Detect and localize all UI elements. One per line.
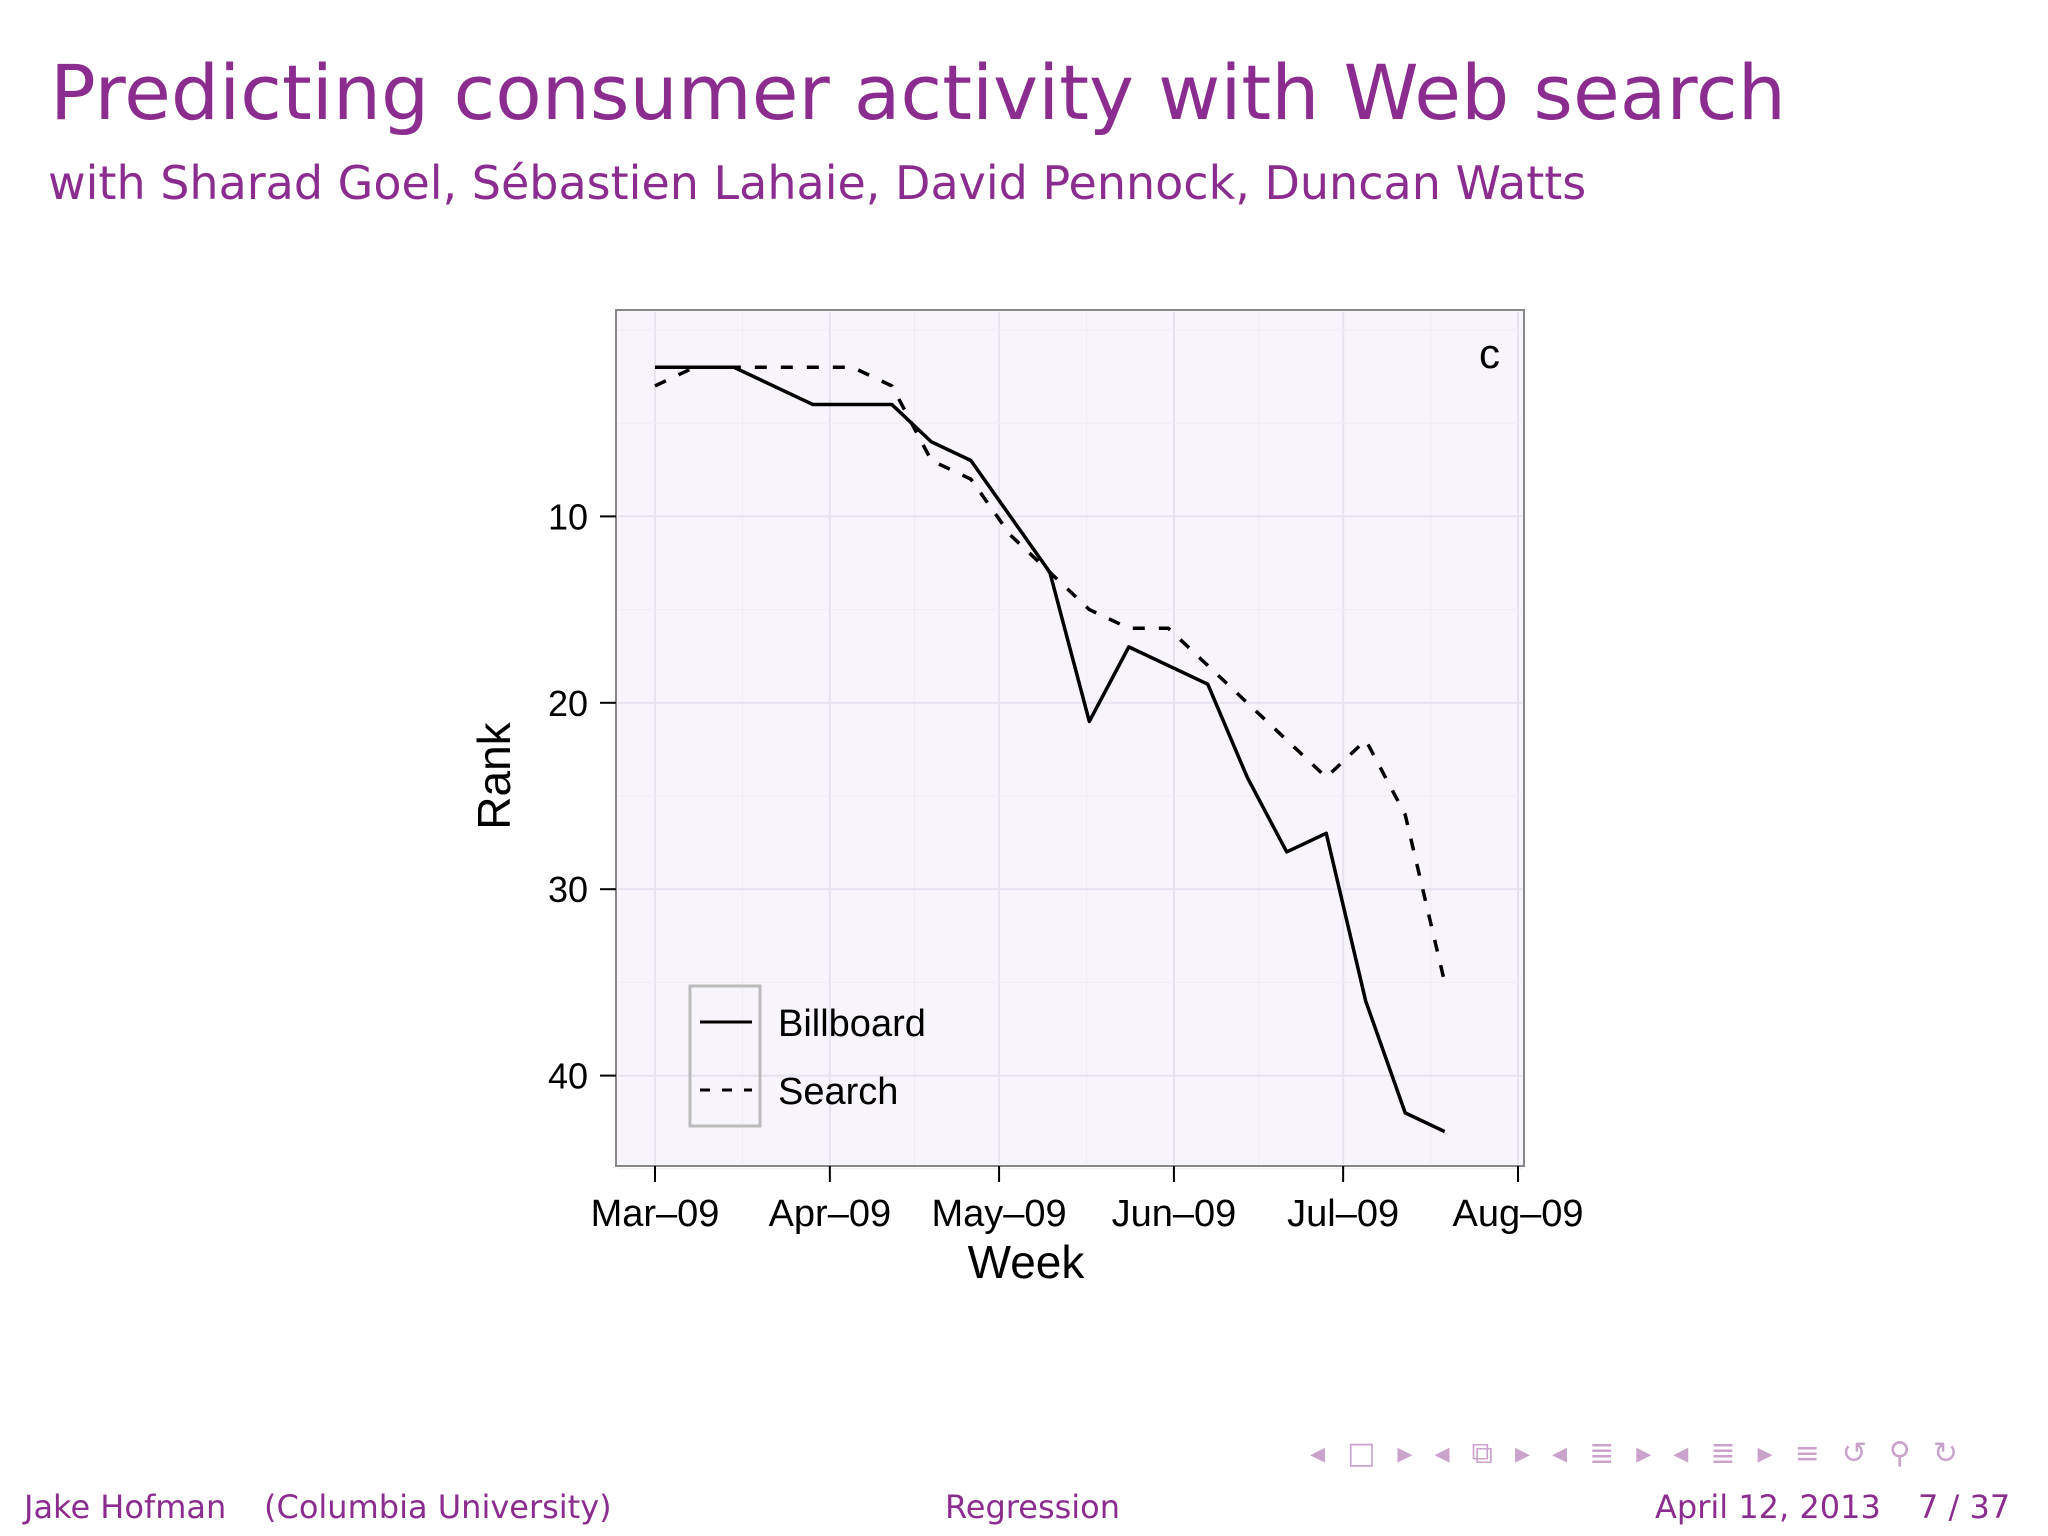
subsection-icon[interactable]: ≣ — [1710, 1436, 1736, 1471]
axes: 10 20 30 40 Mar–09 Apr–09 May–09 Jun–09 Jul–09 Au… — [548, 496, 1584, 1235]
footer-page-number: 7 / 37 — [1918, 1488, 2011, 1526]
slide-title: Predicting consumer activity with Web se… — [50, 48, 1786, 137]
series-line-search — [654, 365, 1447, 983]
beamer-navigation[interactable]: ◂ □ ▸ ◂ ⧉ ▸ ◂ ≣ ▸ ◂ ≣ ▸ ≡ ↺ ⚲ ↻ — [1310, 1436, 1958, 1471]
y-tick-label: 20 — [548, 683, 588, 724]
arrow-right-icon[interactable]: ▸ — [1636, 1436, 1652, 1471]
panel-label: c — [1479, 330, 1500, 377]
arrow-left-icon[interactable]: ◂ — [1673, 1436, 1689, 1471]
undo-icon[interactable]: ↺ — [1841, 1436, 1867, 1471]
legend-label-billboard: Billboard — [778, 1003, 926, 1045]
arrow-left-icon[interactable]: ◂ — [1434, 1436, 1450, 1471]
y-tick-label: 10 — [548, 496, 588, 537]
legend-box — [688, 984, 762, 1128]
x-tick-label: Aug–09 — [1452, 1193, 1583, 1235]
data-lines — [654, 365, 1447, 1134]
redo-icon[interactable]: ↻ — [1932, 1436, 1958, 1471]
x-tick-label: Jun–09 — [1112, 1193, 1237, 1235]
y-tick-label: 40 — [548, 1056, 588, 1097]
frames-icon[interactable]: ⧉ — [1471, 1436, 1493, 1471]
x-tick-label: May–09 — [931, 1193, 1066, 1235]
arrow-left-icon[interactable]: ◂ — [1552, 1436, 1568, 1471]
rank-chart: 10 20 30 40 Mar–09 Apr–09 May–09 Jun–09 Jul–09 Au… — [468, 309, 1584, 1288]
footer-institution: (Columbia University) — [264, 1488, 612, 1526]
legend-label-search: Search — [778, 1071, 898, 1113]
footer-author: Jake Hofman — [24, 1488, 227, 1526]
section-icon[interactable]: ≣ — [1589, 1436, 1615, 1471]
arrow-right-icon[interactable]: ▸ — [1514, 1436, 1531, 1471]
plot-panel — [615, 309, 1525, 1167]
footer: Jake Hofman (Columbia University) Regres… — [0, 1488, 2048, 1536]
footer-topic: Regression — [945, 1488, 1121, 1526]
frame-icon[interactable]: □ — [1347, 1436, 1376, 1471]
legend: Billboard Search — [688, 984, 926, 1128]
arrow-right-icon[interactable]: ▸ — [1397, 1436, 1413, 1471]
x-axis-label: Week — [968, 1236, 1086, 1288]
y-axis-label: Rank — [468, 721, 520, 829]
arrow-left-icon[interactable]: ◂ — [1310, 1436, 1326, 1471]
slide-subtitle: with Sharad Goel, Sébastien Lahaie, Davi… — [48, 156, 1587, 210]
outline-icon[interactable]: ≡ — [1794, 1436, 1820, 1471]
x-tick-label: Jul–09 — [1287, 1193, 1399, 1235]
y-tick-label: 30 — [548, 869, 588, 910]
footer-date: April 12, 2013 — [1655, 1488, 1881, 1526]
search-icon[interactable]: ⚲ — [1888, 1436, 1911, 1471]
grid-lines — [618, 312, 1522, 1170]
x-tick-label: Apr–09 — [769, 1193, 892, 1235]
x-tick-label: Mar–09 — [591, 1193, 720, 1235]
arrow-right-icon[interactable]: ▸ — [1757, 1436, 1773, 1471]
